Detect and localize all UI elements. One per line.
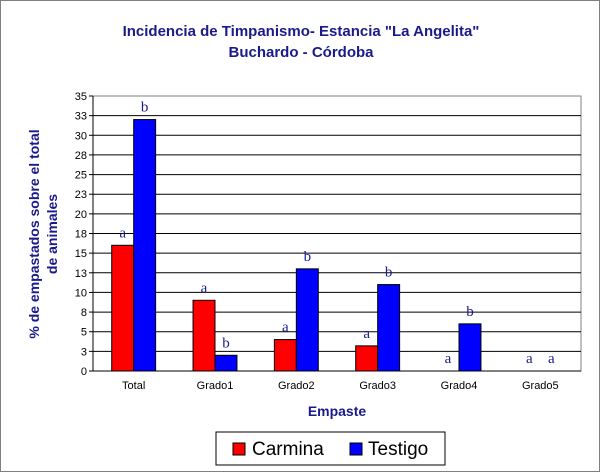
y-tick-label: 33 — [75, 111, 87, 123]
significance-label: a — [282, 320, 289, 336]
legend: Carmina Testigo — [215, 431, 446, 466]
bar-carmina-grado2 — [273, 339, 297, 372]
y-tick-label: 3 — [81, 346, 87, 358]
y-tick-label: 8 — [81, 307, 87, 319]
y-axis-title-line-2: de animales — [44, 194, 60, 274]
y-tick-label: 35 — [75, 91, 87, 103]
significance-label: a — [548, 351, 555, 367]
y-tick-label: 5 — [81, 327, 87, 339]
y-tick-label: 18 — [75, 229, 87, 241]
bars — [111, 119, 482, 372]
x-category-labels: Total Grado1 Grado2 Grado3 Grado4 Grado5 — [122, 380, 559, 392]
bar-carmina-grado3 — [355, 345, 379, 372]
significance-label: b — [222, 335, 230, 351]
bar-testigo-grado4 — [458, 323, 482, 372]
significance-label: b — [304, 249, 312, 265]
x-category-label: Grado2 — [278, 380, 315, 392]
y-tick-label: 15 — [75, 248, 87, 260]
x-category-label: Grado4 — [441, 380, 478, 392]
x-axis-title: Empaste — [308, 403, 367, 419]
x-category-label: Grado5 — [522, 380, 559, 392]
y-tick-label: 30 — [75, 130, 87, 142]
y-tick-label: 13 — [75, 268, 87, 280]
x-category-label: Total — [122, 380, 145, 392]
bar-carmina-total — [111, 244, 135, 372]
y-tick-label: 28 — [75, 150, 87, 162]
bar-testigo-total — [133, 119, 157, 372]
legend-box — [215, 431, 446, 466]
gridlines — [93, 115, 581, 352]
x-category-label: Grado1 — [197, 380, 234, 392]
bar-testigo-grado3 — [377, 284, 401, 372]
legend-label-carmina: Carmina — [252, 439, 324, 460]
significance-label: b — [385, 265, 393, 281]
significance-label: a — [363, 326, 370, 342]
y-tick-label: 20 — [75, 209, 87, 221]
y-tick-label: 23 — [75, 189, 87, 201]
y-tick-label: 10 — [75, 287, 87, 299]
significance-label: b — [466, 304, 474, 320]
significance-label: a — [201, 280, 208, 296]
legend-swatch-carmina — [232, 442, 246, 456]
y-axis-title-line-1: % de empastados sobre el total — [26, 129, 42, 338]
chart-subtitle: Buchardo - Córdoba — [229, 44, 375, 61]
significance-label: a — [526, 351, 533, 367]
chart-title: Incidencia de Timpanismo- Estancia "La A… — [123, 23, 480, 40]
y-tick-label: 0 — [81, 366, 87, 378]
bar-carmina-grado1 — [192, 299, 216, 372]
significance-label: b — [141, 100, 149, 116]
y-tick-label: 25 — [75, 170, 87, 182]
significance-label: a — [445, 351, 452, 367]
bar-testigo-grado1 — [214, 354, 238, 372]
legend-label-testigo: Testigo — [368, 439, 428, 460]
significance-label: a — [119, 225, 126, 241]
legend-swatch-testigo — [349, 442, 363, 456]
x-category-label: Grado3 — [359, 380, 396, 392]
bar-testigo-grado2 — [295, 268, 319, 372]
